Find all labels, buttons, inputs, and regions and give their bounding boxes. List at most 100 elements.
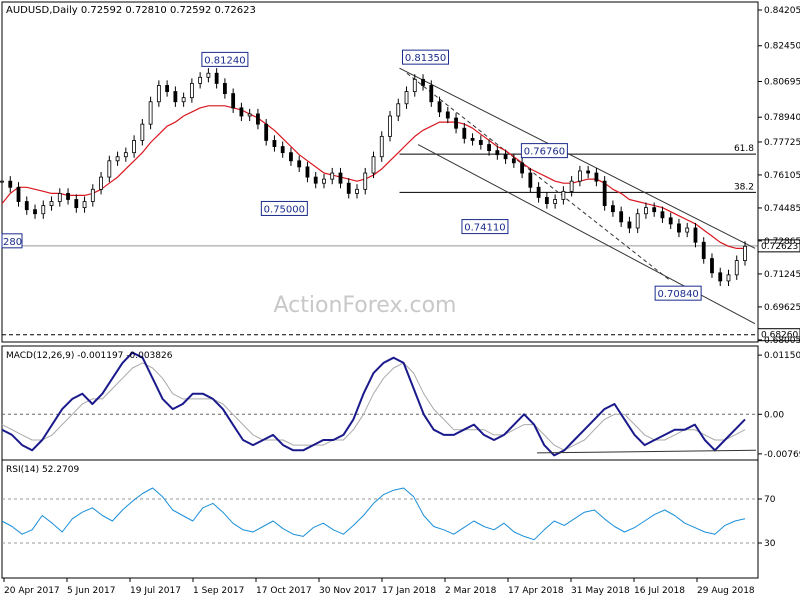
price-candle	[330, 172, 335, 180]
price-candle	[33, 209, 37, 215]
price-tick-label: 0.72865	[764, 237, 800, 247]
price-candle	[313, 176, 318, 184]
price-candle	[569, 180, 574, 192]
price-candle	[421, 78, 425, 86]
macd-series: 0.011508 0.00 -0.007694	[1, 351, 800, 460]
last-price-label: 0.72623	[761, 242, 798, 252]
price-candle	[24, 201, 29, 211]
x-tick-label: 16 Jul 2018	[634, 586, 685, 596]
macd-tick-label: 0.00	[764, 410, 784, 420]
price-candle	[289, 152, 293, 162]
price-candle	[74, 199, 79, 209]
price-tick-label: 0.78940	[764, 113, 800, 123]
price-candle	[305, 166, 310, 178]
support-box	[757, 328, 800, 342]
price-candle	[396, 103, 401, 117]
price-tick-label: 0.76105	[764, 171, 800, 181]
price-candle	[214, 72, 219, 84]
x-tick-label: 31 May 2018	[571, 586, 630, 596]
price-candle	[57, 192, 62, 202]
channel-upper-line	[399, 67, 756, 249]
price-candle	[635, 213, 640, 229]
price-tick-label: 0.68005	[764, 336, 800, 346]
price-candle	[619, 211, 624, 223]
price-candle	[355, 188, 359, 194]
price-candle	[115, 156, 120, 162]
x-tick-label: 17 Oct 2017	[256, 586, 312, 596]
pivot-box	[260, 200, 308, 216]
price-candle	[470, 137, 475, 141]
price-candle	[338, 172, 343, 184]
price-candle	[231, 93, 236, 109]
price-candle	[644, 207, 648, 215]
fib-label: 38.2	[734, 182, 754, 192]
price-candle	[222, 83, 227, 95]
price-candle	[561, 190, 566, 200]
price-candle	[660, 211, 665, 219]
price-candle	[412, 78, 417, 92]
pivot-label: 0.76760	[524, 147, 565, 158]
price-candle	[181, 97, 186, 103]
rsi-title: RSI(14) 52.2709	[6, 465, 79, 475]
x-tick-label: 17 Jan 2018	[382, 586, 436, 596]
price-candle	[198, 76, 203, 84]
price-candle	[586, 170, 591, 174]
price-candle	[544, 197, 549, 204]
pivot-box	[402, 49, 450, 65]
x-tick-label: 17 Apr 2018	[508, 586, 564, 596]
chart-header: AUDUSD,Daily 0.72592 0.72810 0.72592 0.7…	[6, 5, 256, 16]
price-candle	[536, 186, 541, 198]
price-candle	[627, 221, 632, 229]
price-candle	[553, 199, 558, 204]
price-candle	[462, 127, 467, 139]
x-tick-label: 1 Sep 2017	[193, 586, 244, 596]
pivot-label: 0.81240	[204, 55, 245, 66]
price-candle	[363, 172, 368, 190]
price-candle	[49, 201, 54, 206]
x-tick-label: 30 Nov 2017	[319, 586, 377, 596]
price-candle	[247, 113, 252, 117]
price-candle	[239, 107, 244, 117]
price-candle	[652, 207, 657, 213]
x-tick-label: 20 Apr 2017	[4, 586, 60, 596]
last-price-box	[757, 239, 800, 253]
price-candle	[693, 227, 698, 243]
price-candle	[577, 170, 582, 182]
price-candle	[297, 160, 302, 168]
pivot-box	[654, 285, 702, 301]
left-clipped-label: 280	[3, 237, 22, 248]
x-tick-label: 29 Aug 2018	[697, 586, 755, 596]
price-candle	[743, 245, 747, 261]
fib-label: 61.8	[734, 144, 754, 154]
price-candle	[594, 172, 599, 182]
left-clipped-box	[1, 233, 23, 249]
price-candle	[322, 178, 326, 184]
support-label: 0.68260	[761, 331, 798, 341]
price-candle	[388, 115, 392, 137]
price-candle	[8, 180, 13, 188]
price-candle	[685, 227, 690, 233]
price-candle	[16, 186, 21, 202]
price-candle	[189, 83, 194, 99]
price-candle	[0, 180, 4, 183]
price-candle	[726, 274, 731, 282]
price-panel-frame	[1, 1, 759, 343]
rsi-series: 70 30	[1, 487, 776, 549]
price-candle	[156, 85, 161, 103]
price-candle	[206, 72, 211, 78]
price-candle	[272, 140, 277, 147]
macd-line	[1, 351, 746, 457]
price-candle	[718, 272, 723, 282]
price-candle	[511, 158, 516, 164]
macd-tick-label: 0.011508	[764, 351, 800, 361]
macd-trendline	[536, 449, 757, 454]
price-tick-label: 0.71245	[764, 270, 800, 280]
rsi-panel-frame	[1, 459, 759, 579]
price-candle	[520, 162, 524, 174]
x-tick-label: 2 Mar 2018	[445, 586, 497, 596]
macd-title: MACD(12,26,9) -0.001197 -0.003826	[6, 351, 173, 361]
rsi-tick-label: 30	[764, 539, 776, 549]
x-tick-label: 5 Jun 2017	[67, 586, 115, 596]
price-candle	[90, 188, 95, 202]
